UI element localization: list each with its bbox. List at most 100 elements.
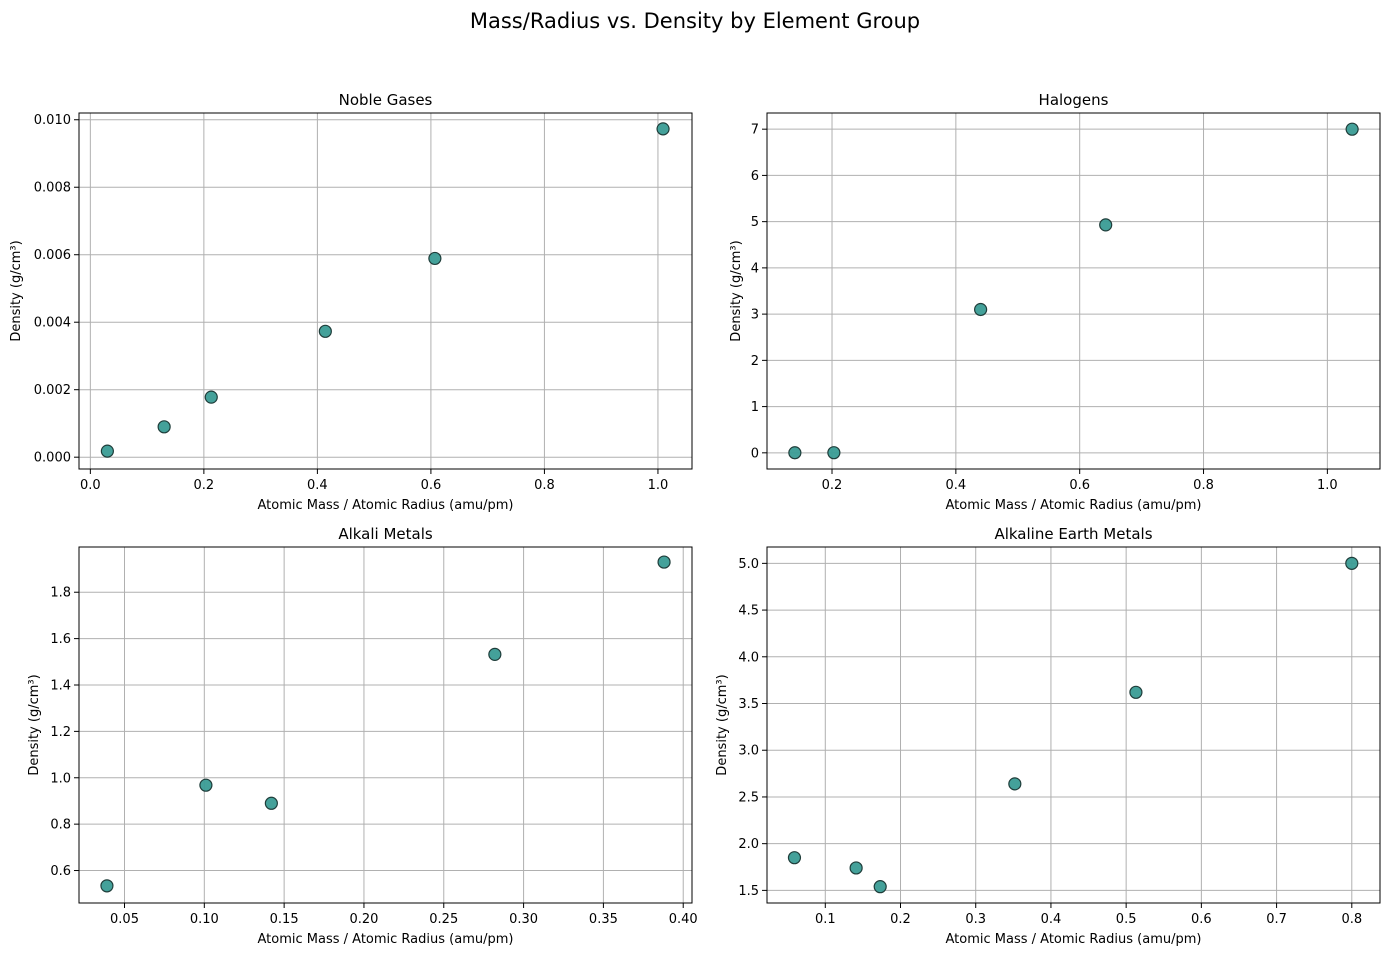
x-tick-label: 0.4 xyxy=(1041,912,1062,927)
x-tick-label: 0.2 xyxy=(822,478,843,493)
data-point xyxy=(657,555,671,569)
data-point xyxy=(100,444,114,458)
y-tick-label: 5 xyxy=(751,215,759,230)
scatter-series xyxy=(787,556,1359,894)
x-tick-label: 0.8 xyxy=(534,478,555,493)
x-tick-label: 0.4 xyxy=(946,478,967,493)
y-axis-label: Density (g/cm³) xyxy=(715,674,730,775)
data-point xyxy=(1099,218,1113,232)
data-point xyxy=(787,851,802,865)
x-tick-label: 0.4 xyxy=(307,478,328,493)
x-axis-label: Atomic Mass / Atomic Radius (amu/pm) xyxy=(258,498,514,513)
x-tick-label: 0.6 xyxy=(421,478,442,493)
y-tick-label: 0.002 xyxy=(34,383,71,398)
data-point xyxy=(1129,685,1143,699)
axes-frame xyxy=(78,112,693,470)
ticks: 0.2 0.4 0.6 0.8 1.0 0 1 2 3 4 5 6 7 xyxy=(751,123,1338,493)
x-tick-label: 0.8 xyxy=(1193,478,1214,493)
data-point xyxy=(204,390,218,404)
x-tick-label: 0.3 xyxy=(965,912,986,927)
scatter-series xyxy=(100,555,671,893)
y-tick-label: 1.8 xyxy=(50,586,71,601)
grid xyxy=(79,547,692,903)
y-axis-label: Density (g/cm³) xyxy=(27,674,42,775)
scatter-series xyxy=(788,122,1359,460)
data-point xyxy=(1345,122,1359,136)
y-tick-label: 4.0 xyxy=(738,650,759,665)
x-tick-label: 0.40 xyxy=(669,912,698,927)
data-point xyxy=(488,647,502,661)
data-point xyxy=(974,302,988,317)
x-tick-label: 0.10 xyxy=(190,912,219,927)
subplot-noble-gases: Noble Gases Atomic Mass / Atomic Radius … xyxy=(9,91,693,513)
x-axis-label: Atomic Mass / Atomic Radius (amu/pm) xyxy=(258,932,514,947)
data-point xyxy=(428,251,442,266)
x-tick-label: 1.0 xyxy=(1317,478,1338,493)
data-point xyxy=(1345,556,1359,570)
y-tick-label: 0.008 xyxy=(34,181,71,196)
figure-title: Mass/Radius vs. Density by Element Group xyxy=(470,9,920,33)
x-tick-label: 0.05 xyxy=(110,912,139,927)
subplot-title: Alkali Metals xyxy=(338,525,433,543)
x-tick-label: 0.0 xyxy=(80,478,101,493)
y-axis-label: Density (g/cm³) xyxy=(9,240,24,341)
y-tick-label: 2 xyxy=(751,354,759,369)
x-tick-label: 0.35 xyxy=(589,912,618,927)
y-tick-label: 5.0 xyxy=(738,557,759,572)
y-axis-label: Density (g/cm³) xyxy=(729,240,744,341)
y-tick-label: 6 xyxy=(751,169,759,184)
data-point xyxy=(264,796,278,810)
x-tick-label: 0.6 xyxy=(1069,478,1090,493)
axes-frame xyxy=(766,112,1381,470)
y-tick-label: 0.8 xyxy=(50,818,71,833)
y-tick-label: 7 xyxy=(751,123,759,138)
y-tick-label: 1.4 xyxy=(50,678,71,693)
x-tick-label: 0.2 xyxy=(194,478,215,493)
y-tick-label: 1 xyxy=(751,400,759,415)
y-tick-label: 4 xyxy=(751,261,759,276)
x-tick-label: 0.1 xyxy=(815,912,836,927)
grid xyxy=(767,113,1380,469)
x-axis-label: Atomic Mass / Atomic Radius (amu/pm) xyxy=(946,498,1202,513)
data-point xyxy=(873,880,887,894)
data-point xyxy=(656,122,670,136)
y-tick-label: 0.010 xyxy=(34,113,71,128)
x-tick-label: 0.15 xyxy=(270,912,299,927)
y-tick-label: 1.6 xyxy=(50,632,71,647)
y-tick-label: 4.5 xyxy=(738,604,759,619)
grid xyxy=(79,113,692,469)
y-tick-label: 0.006 xyxy=(34,248,71,263)
data-point xyxy=(199,778,213,792)
axes-frame xyxy=(78,546,693,904)
y-tick-label: 0 xyxy=(751,446,759,461)
x-axis-label: Atomic Mass / Atomic Radius (amu/pm) xyxy=(946,932,1202,947)
data-point xyxy=(100,879,114,893)
x-tick-label: 0.20 xyxy=(349,912,378,927)
x-tick-label: 0.2 xyxy=(890,912,911,927)
data-point xyxy=(827,446,841,460)
data-point xyxy=(318,324,332,338)
x-tick-label: 0.7 xyxy=(1266,912,1287,927)
data-point xyxy=(1008,777,1022,791)
ticks: 0.1 0.2 0.3 0.4 0.5 0.6 0.7 0.8 1.5 2.0 2.5 3.0 3.5 4… xyxy=(738,557,1362,927)
subplot-alkali-metals: Alkali Metals Atomic Mass / Atomic Radiu… xyxy=(27,525,698,947)
x-tick-label: 0.25 xyxy=(429,912,458,927)
subplot-title: Noble Gases xyxy=(339,91,433,109)
data-point xyxy=(157,420,171,434)
scatter-series xyxy=(100,122,670,458)
y-tick-label: 3.5 xyxy=(738,697,759,712)
ticks: 0.05 0.10 0.15 0.20 0.25 0.30 0.35 0.40 0.6 0.8 1.… xyxy=(50,586,697,927)
data-point xyxy=(788,446,802,460)
y-tick-label: 2.0 xyxy=(738,837,759,852)
grid xyxy=(767,547,1380,903)
x-tick-label: 1.0 xyxy=(648,478,669,493)
axes-frame xyxy=(766,546,1381,904)
data-point xyxy=(849,861,863,875)
y-tick-label: 3 xyxy=(751,308,759,323)
x-tick-label: 0.5 xyxy=(1116,912,1137,927)
subplot-alkaline-earth-metals: Alkaline Earth Metals Atomic Mass / Atom… xyxy=(715,525,1381,947)
subplot-title: Alkaline Earth Metals xyxy=(994,525,1152,543)
y-tick-label: 2.5 xyxy=(738,790,759,805)
y-tick-label: 0.6 xyxy=(50,864,71,879)
